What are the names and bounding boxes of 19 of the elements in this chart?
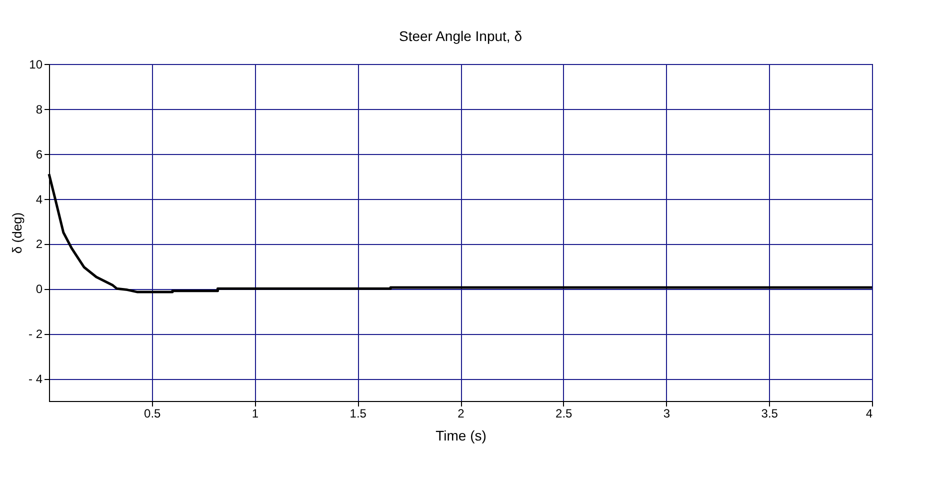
y-tick-label: 2 [36,237,43,252]
y-tick-label: 4 [36,192,43,206]
y-tick-label: 0 [36,282,43,296]
chart-title: Steer Angle Input, δ [399,28,522,44]
x-tick-label: 2.5 [556,406,573,420]
y-tick-label: - 4 [28,372,43,386]
x-axis-title: Time (s) [436,428,486,444]
x-tick-label: 1 [252,406,259,420]
y-tick-label: 8 [36,102,43,116]
y-tick-label: 6 [36,147,43,162]
x-tick-label: 3 [663,406,670,420]
y-tick-label: - 2 [28,327,43,342]
x-tick-label: 1.5 [350,406,367,420]
x-tick-label: 0.5 [144,406,162,420]
x-tick-label: 4 [866,406,873,420]
x-tick-label: 2 [458,406,465,420]
y-tick-label: 10 [29,58,43,72]
x-tick-label: 3.5 [761,406,778,420]
y-axis-title: δ (deg) [9,212,24,254]
